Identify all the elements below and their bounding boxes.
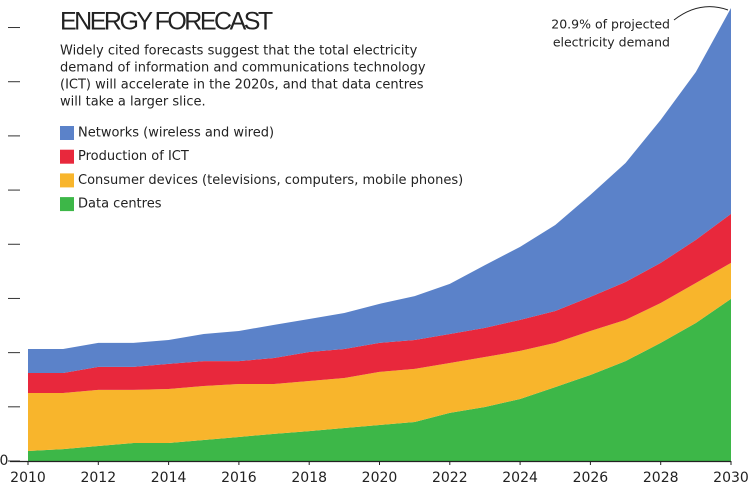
subtitle-line: demand of information and communications… [60,61,426,76]
legend-label: Production of ICT [78,149,189,164]
areas [28,8,731,461]
legend-swatch [60,126,74,140]
legend-swatch [60,173,74,188]
x-tick-label: 2028 [643,470,679,486]
x-tick-label: 2012 [80,470,116,486]
x-tick-label: 2014 [151,470,187,486]
x-tick-label: 2020 [362,470,398,486]
area [28,8,731,374]
legend-label: Data centres [78,197,162,212]
x-tick-label: 2030 [713,470,749,486]
legend-swatch [60,197,74,212]
annotation-line: electricity demand [553,35,670,50]
x-tick-label: 2022 [432,470,468,486]
area [28,213,731,393]
area [28,262,731,452]
annotation-line: 20.9% of projected [551,17,670,32]
legend-swatch [60,149,74,164]
x-tick-label: 2010 [10,470,46,486]
subtitle-line: will take a larger slice. [60,95,206,110]
x-tick-label: 2026 [573,470,609,486]
annotation-leader [673,6,729,21]
y-tick-label: 0 [0,453,8,469]
legend-label: Networks (wireless and wired) [78,126,274,141]
chart-title: ENERGY FORECAST [60,8,273,36]
subtitle-line: Widely cited forecasts suggest that the … [60,44,418,59]
area [28,298,731,461]
x-tick-label: 2016 [221,470,257,486]
x-tick-label: 2024 [502,470,538,486]
x-tick-label: 2018 [291,470,327,486]
subtitle-line: (ICT) will accelerate in the 2020s, and … [60,78,424,93]
legend-label: Consumer devices (televisions, computers… [78,173,463,188]
